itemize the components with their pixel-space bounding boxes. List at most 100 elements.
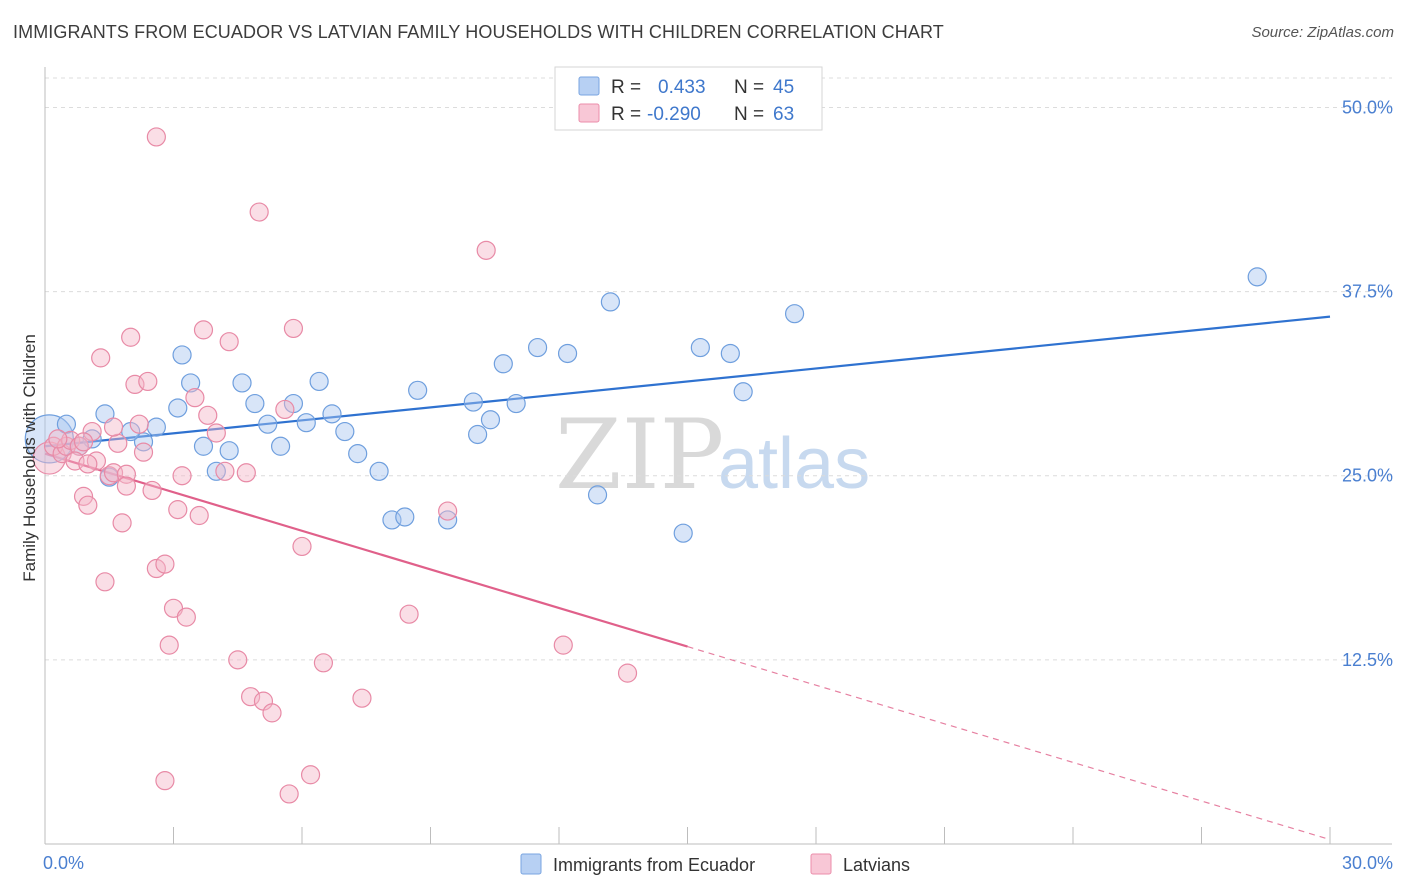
legend-n-value-latvians: 63	[773, 104, 794, 125]
point-ecuador	[733, 382, 753, 402]
legend-swatch-ecuador	[578, 76, 600, 96]
trend-line-latvians-extension	[687, 646, 1331, 841]
x-tick-labels: 0.0% 30.0%	[43, 853, 1393, 873]
point-latvians	[438, 501, 458, 521]
legend-n-label-ecuador: N =	[734, 77, 764, 98]
point-latvians	[313, 653, 334, 673]
legend-box	[554, 66, 823, 131]
point-latvians	[172, 466, 192, 486]
watermark-zip: ZIP	[555, 399, 724, 511]
chart-title: IMMIGRANTS FROM ECUADOR VS LATVIAN FAMIL…	[13, 22, 944, 42]
point-latvians	[138, 371, 158, 392]
point-latvians	[159, 635, 179, 655]
legend: R = 0.433 N = 45 R = -0.290 N = 63	[554, 66, 823, 131]
bottom-legend-swatch-latvians	[810, 853, 832, 875]
point-latvians	[228, 650, 248, 670]
point-ecuador	[335, 421, 355, 442]
point-latvians	[215, 461, 235, 481]
point-latvians	[249, 202, 269, 222]
point-ecuador	[232, 373, 252, 393]
point-ecuador	[219, 441, 239, 461]
data-points	[24, 127, 1267, 804]
legend-r-label-latvians: R =	[611, 104, 641, 125]
point-ecuador	[258, 414, 278, 434]
point-latvians	[275, 399, 295, 420]
point-ecuador	[480, 410, 501, 430]
bottom-legend-label-latvians: Latvians	[843, 855, 910, 875]
point-ecuador	[600, 292, 621, 312]
point-ecuador	[309, 371, 329, 392]
point-latvians	[155, 554, 175, 574]
point-latvians	[48, 429, 68, 449]
point-latvians	[617, 663, 638, 683]
point-ecuador	[56, 414, 77, 434]
legend-r-value-latvians: -0.290	[647, 104, 701, 125]
point-latvians	[146, 127, 166, 147]
legend-n-label-latvians: N =	[734, 104, 764, 125]
point-latvians	[206, 423, 226, 443]
point-ecuador	[270, 436, 291, 456]
point-latvians	[142, 480, 162, 501]
point-latvians	[198, 405, 218, 425]
x-tick-label: 0.0%	[43, 853, 84, 873]
bottom-legend-label-ecuador: Immigrants from Ecuador	[553, 855, 755, 875]
point-latvians	[129, 414, 149, 434]
point-latvians	[553, 635, 573, 655]
point-latvians	[121, 327, 141, 347]
y-tick-label: 50.0%	[1342, 97, 1393, 117]
point-ecuador	[720, 343, 740, 364]
point-latvians	[103, 417, 124, 437]
point-latvians	[112, 513, 132, 533]
y-tick-label: 12.5%	[1342, 650, 1393, 670]
point-latvians	[399, 604, 419, 624]
trend-line-latvians	[44, 452, 688, 648]
point-latvians	[146, 558, 166, 579]
y-tick-labels: 12.5% 25.0% 37.5% 50.0%	[1342, 97, 1393, 669]
point-ecuador	[133, 432, 154, 452]
legend-r-value-ecuador: 0.433	[658, 77, 706, 98]
bottom-legend: Immigrants from Ecuador Latvians	[520, 853, 910, 875]
x-tick-label: 30.0%	[1342, 853, 1393, 873]
point-latvians	[262, 703, 282, 723]
point-latvians	[352, 688, 372, 708]
trend-lines	[44, 315, 1331, 841]
point-latvians	[241, 687, 261, 707]
point-latvians	[185, 388, 205, 408]
point-ecuador	[673, 523, 693, 543]
point-latvians	[279, 784, 299, 804]
y-axis-label: Family Households with Children	[20, 334, 39, 582]
point-ecuador	[587, 485, 608, 505]
point-ecuador	[493, 354, 513, 374]
y-tick-label: 37.5%	[1342, 282, 1393, 302]
point-latvians	[189, 505, 209, 526]
legend-r-label-ecuador: R =	[611, 77, 641, 98]
point-ecuador	[172, 345, 192, 365]
point-ecuador	[322, 404, 342, 424]
point-ecuador	[193, 436, 214, 456]
point-ecuador	[1247, 267, 1267, 287]
point-ecuador	[168, 398, 188, 418]
point-ecuador	[506, 393, 526, 414]
point-ecuador	[369, 461, 389, 481]
point-latvians	[168, 500, 188, 520]
point-latvians	[133, 442, 154, 462]
point-ecuador	[348, 444, 368, 464]
point-latvians	[193, 320, 214, 340]
watermark-atlas: atlas	[718, 424, 870, 504]
point-ecuador	[395, 507, 415, 527]
point-latvians	[95, 572, 115, 592]
point-ecuador	[784, 304, 805, 324]
point-latvians	[155, 771, 175, 791]
point-latvians	[78, 454, 98, 474]
axes	[44, 67, 1392, 845]
point-ecuador	[181, 373, 201, 393]
point-latvians	[73, 432, 94, 452]
point-ecuador	[245, 393, 265, 414]
point-ecuador	[690, 337, 710, 358]
point-latvians	[108, 433, 128, 453]
point-ecuador	[468, 424, 488, 445]
point-latvians	[91, 348, 111, 368]
point-ecuador	[146, 417, 166, 437]
point-latvians	[176, 607, 196, 627]
